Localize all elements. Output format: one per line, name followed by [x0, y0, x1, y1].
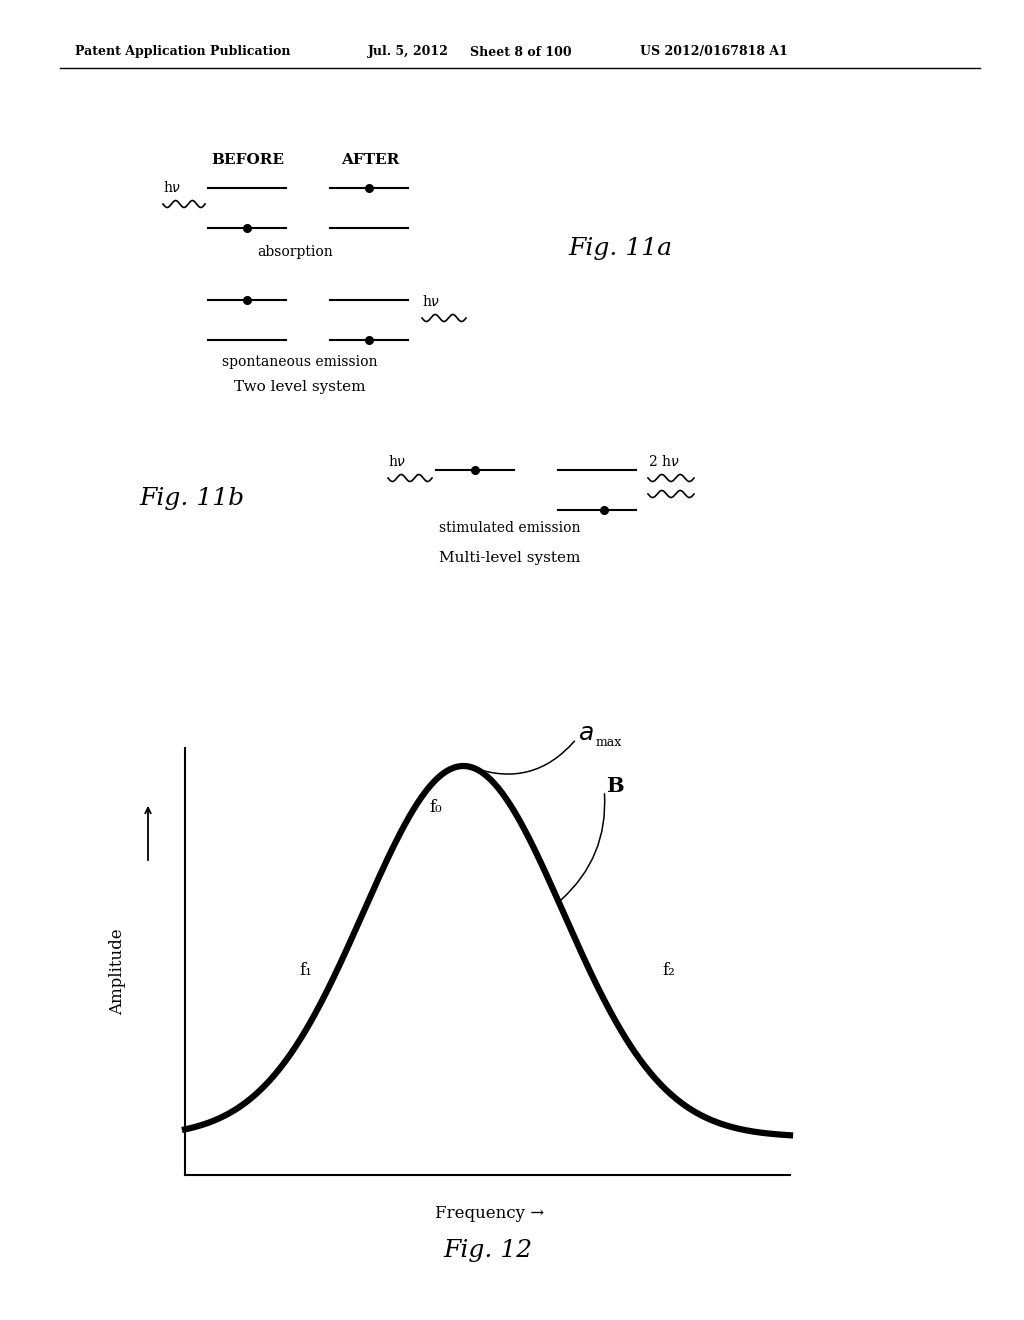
Text: Jul. 5, 2012: Jul. 5, 2012: [368, 45, 449, 58]
Text: absorption: absorption: [257, 246, 333, 259]
Text: B: B: [606, 776, 624, 796]
Text: Fig. 11a: Fig. 11a: [568, 236, 672, 260]
Text: f₁: f₁: [300, 961, 312, 978]
Text: BEFORE: BEFORE: [212, 153, 285, 168]
Text: US 2012/0167818 A1: US 2012/0167818 A1: [640, 45, 787, 58]
Text: stimulated emission: stimulated emission: [439, 521, 581, 535]
Text: Two level system: Two level system: [234, 380, 366, 393]
Text: Frequency →: Frequency →: [435, 1204, 545, 1221]
Text: Amplitude: Amplitude: [110, 928, 127, 1015]
Text: AFTER: AFTER: [341, 153, 399, 168]
Text: max: max: [595, 735, 622, 748]
Text: $a$: $a$: [579, 722, 594, 746]
Text: Sheet 8 of 100: Sheet 8 of 100: [470, 45, 571, 58]
Text: Fig. 11b: Fig. 11b: [139, 487, 245, 510]
Text: h$\nu$: h$\nu$: [163, 181, 181, 195]
Text: Multi-level system: Multi-level system: [439, 550, 581, 565]
Text: Patent Application Publication: Patent Application Publication: [75, 45, 291, 58]
Text: f₀: f₀: [429, 800, 441, 817]
Text: spontaneous emission: spontaneous emission: [222, 355, 378, 370]
Text: h$\nu$: h$\nu$: [388, 454, 407, 470]
Text: Fig. 12: Fig. 12: [443, 1238, 532, 1262]
Text: f₂: f₂: [663, 961, 676, 978]
Text: h$\nu$: h$\nu$: [422, 294, 440, 309]
Text: 2 h$\nu$: 2 h$\nu$: [648, 454, 680, 470]
